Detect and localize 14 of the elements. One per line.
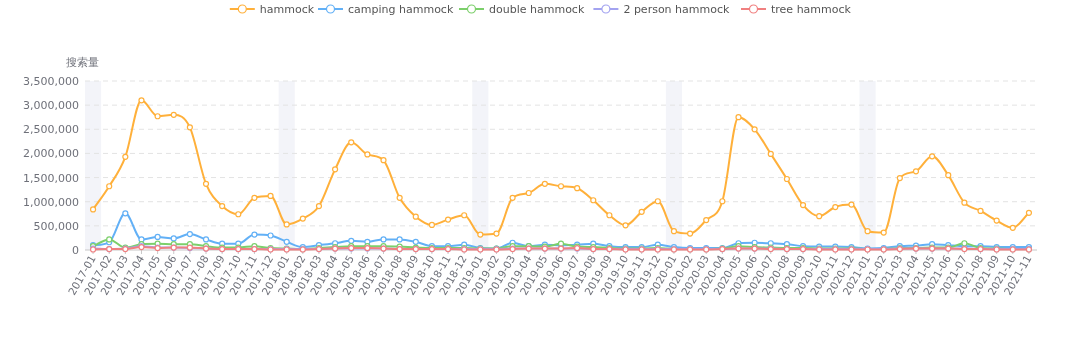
legend-label: hammock xyxy=(259,3,315,16)
y-axis-title: 搜索量 xyxy=(66,56,99,68)
y-tick-label: 500,000 xyxy=(33,219,79,233)
y-tick-label: 3,000,000 xyxy=(23,99,79,113)
legend-label: double hammock xyxy=(489,3,585,16)
legend-label: camping hammock xyxy=(348,3,454,16)
y-tick-label: 2,000,000 xyxy=(23,147,79,161)
y-tick-label: 0 xyxy=(72,244,79,257)
legend-label: 2 person hammock xyxy=(623,3,731,16)
y-tick-label: 1,500,000 xyxy=(23,171,79,185)
y-tick-label: 1,000,000 xyxy=(23,195,79,209)
y-tick-label: 2,500,000 xyxy=(23,123,79,137)
y-tick-label: 3,500,000 xyxy=(23,75,79,88)
legend-label: tree hammock xyxy=(771,3,852,16)
